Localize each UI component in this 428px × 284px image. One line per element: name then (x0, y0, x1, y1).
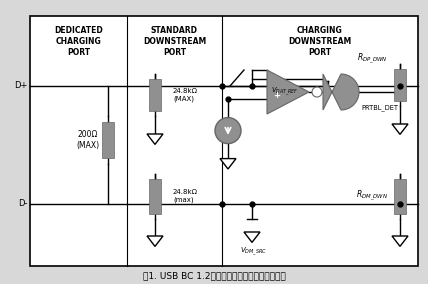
Polygon shape (147, 236, 163, 247)
Bar (102, 122, 114, 158)
Text: $R_{DP\_DWN}$: $R_{DP\_DWN}$ (357, 52, 388, 66)
Text: $V_{DM\_SRC}$: $V_{DM\_SRC}$ (241, 246, 268, 258)
Polygon shape (220, 158, 236, 169)
Bar (149, 179, 161, 214)
Circle shape (312, 87, 322, 97)
Text: 図1. USB BC 1.2で概説されているポートタイプ: 図1. USB BC 1.2で概説されているポートタイプ (143, 272, 285, 281)
Polygon shape (244, 232, 260, 243)
Bar (394, 69, 406, 101)
Text: $R_{DM\_DWN}$: $R_{DM\_DWN}$ (356, 189, 388, 203)
Text: STANDARD
DOWNSTREAM
PORT: STANDARD DOWNSTREAM PORT (143, 26, 206, 57)
Text: 24.8kΩ
(MAX): 24.8kΩ (MAX) (173, 88, 198, 102)
Text: DEDICATED
CHARGING
PORT: DEDICATED CHARGING PORT (54, 26, 103, 57)
Polygon shape (147, 134, 163, 144)
Polygon shape (392, 124, 408, 134)
Circle shape (215, 118, 241, 144)
Bar (394, 179, 406, 214)
Text: PRTBL_DET: PRTBL_DET (361, 104, 398, 111)
Polygon shape (392, 236, 408, 247)
Text: 200Ω
(MAX): 200Ω (MAX) (77, 130, 100, 150)
Text: D-: D- (18, 199, 28, 208)
Polygon shape (323, 74, 359, 110)
Text: +: + (273, 91, 280, 101)
Text: 24.8kΩ
(max): 24.8kΩ (max) (173, 189, 198, 203)
Bar (149, 79, 161, 111)
Text: D+: D+ (15, 82, 28, 91)
Bar (30, 16, 418, 266)
Text: CHARGING
DOWNSTREAM
PORT: CHARGING DOWNSTREAM PORT (288, 26, 352, 57)
Text: $V_{DAT\_REF}$: $V_{DAT\_REF}$ (271, 85, 298, 98)
Polygon shape (267, 70, 309, 114)
